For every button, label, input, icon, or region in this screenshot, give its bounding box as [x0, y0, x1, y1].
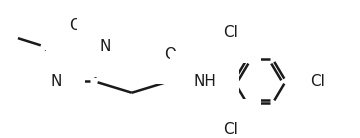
Text: Cl: Cl: [223, 122, 238, 137]
Text: NH: NH: [193, 74, 216, 89]
Text: N: N: [50, 74, 62, 89]
Text: Cl: Cl: [223, 25, 238, 40]
Text: O: O: [164, 47, 176, 62]
Text: Cl: Cl: [310, 74, 325, 89]
Text: O: O: [69, 18, 81, 33]
Text: N: N: [100, 39, 111, 54]
